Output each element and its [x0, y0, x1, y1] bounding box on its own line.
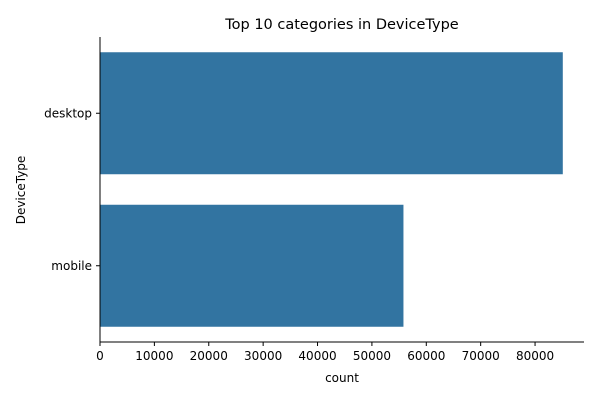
y-tick-label: mobile [51, 259, 92, 273]
x-ticks: 0 10000 20000 30000 40000 50000 60000 70000 8000… [96, 342, 554, 363]
bars-group [100, 52, 563, 327]
y-ticks: desktop mobile [44, 106, 100, 273]
x-tick-label: 30000 [244, 349, 282, 363]
chart-title: Top 10 categories in DeviceType [224, 17, 459, 33]
x-tick-label: 60000 [407, 349, 445, 363]
x-tick-label: 20000 [190, 349, 228, 363]
x-tick-label: 50000 [353, 349, 391, 363]
y-tick-label: desktop [44, 106, 92, 120]
y-axis-label: DeviceType [14, 156, 28, 225]
bar-mobile [100, 204, 404, 327]
bar-desktop [100, 52, 563, 175]
x-tick-label: 0 [96, 349, 104, 363]
x-tick-label: 80000 [516, 349, 554, 363]
x-tick-label: 40000 [298, 349, 336, 363]
x-tick-label: 10000 [135, 349, 173, 363]
axes-frame [99, 37, 584, 343]
x-tick-label: 70000 [462, 349, 500, 363]
x-axis-label: count [325, 371, 359, 385]
